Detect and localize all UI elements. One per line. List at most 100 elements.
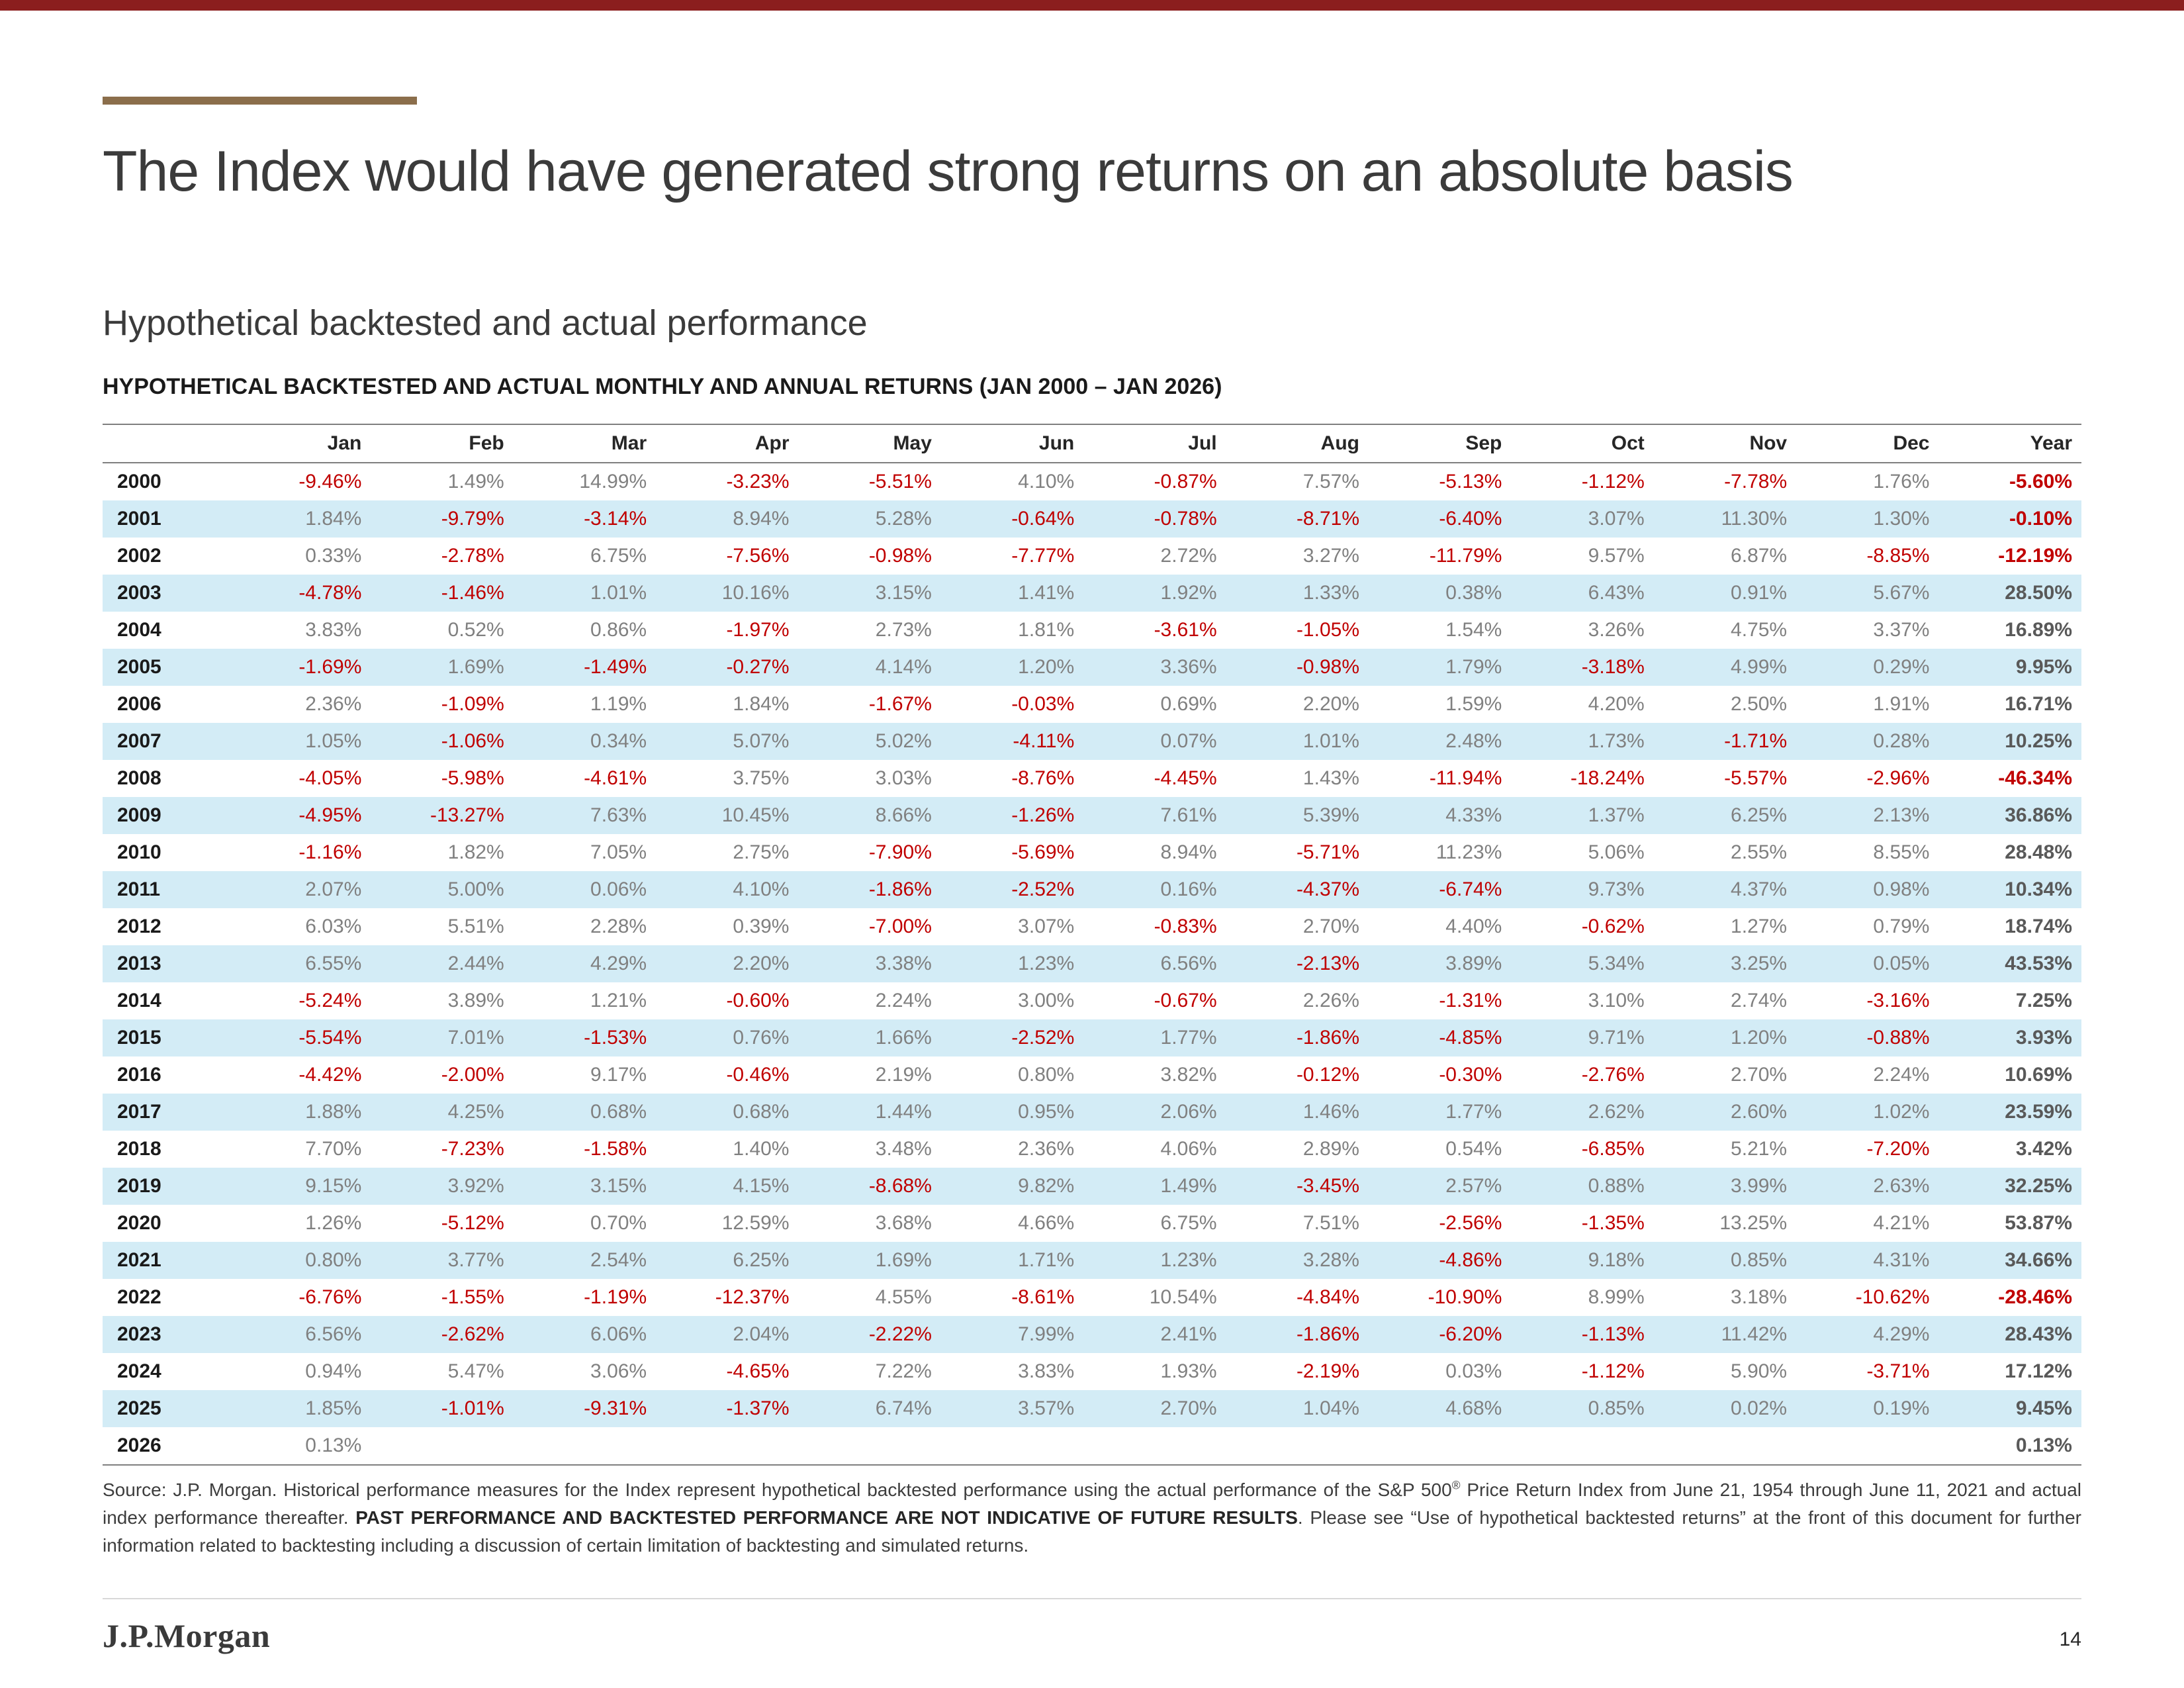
month-return-cell: 9.18% [1588,1249,1645,1271]
month-return-cell: -0.27% [726,656,790,678]
row-year-label: 2015 [117,1027,161,1049]
month-return-cell: -3.16% [1866,990,1930,1011]
month-return-cell: 5.34% [1588,953,1645,974]
month-return-cell: 2.19% [875,1064,932,1086]
month-return-cell: -4.85% [1439,1027,1502,1049]
month-return-cell: 3.77% [447,1249,504,1271]
table-row: 2009 -4.95% -13.27% 7.63% 10.45% 8.66% -1.26% 7… [103,797,2081,834]
month-return-cell: 1.73% [1588,730,1645,752]
month-return-cell: -7.56% [726,545,790,567]
table-row: 2015 -5.54% 7.01% -1.53% 0.76% 1.66% -2.52% 1.7… [103,1019,2081,1056]
month-return-cell: 2.13% [1873,804,1930,826]
column-header-may: May [893,432,932,454]
month-return-cell: 2.73% [875,619,932,641]
month-return-cell: 5.21% [1731,1138,1788,1160]
month-return-cell: 10.45% [721,804,790,826]
month-return-cell: -4.65% [726,1360,790,1382]
month-return-cell: 1.66% [875,1027,932,1049]
table-row: 2013 6.55% 2.44% 4.29% 2.20% 3.38% 1.23% 6.56% -… [103,945,2081,982]
title-accent-bar [103,97,417,105]
month-return-cell: -7.00% [868,915,932,937]
month-return-cell: 8.66% [875,804,932,826]
month-return-cell: 9.82% [1018,1175,1075,1197]
month-return-cell: 6.75% [1160,1212,1217,1234]
month-return-cell: 2.62% [1588,1101,1645,1123]
month-return-cell: 4.68% [1445,1397,1502,1419]
month-return-cell: -0.88% [1866,1027,1930,1049]
month-return-cell: 2.89% [1302,1138,1359,1160]
year-total-cell: 9.45% [2015,1397,2072,1419]
month-return-cell: -7.78% [1724,471,1788,492]
month-return-cell: -1.35% [1581,1212,1645,1234]
month-return-cell: 2.70% [1160,1397,1217,1419]
month-return-cell: 1.71% [1018,1249,1075,1271]
row-year-label: 2007 [117,730,161,752]
month-return-cell: 1.01% [1302,730,1359,752]
month-return-cell [1654,1427,1796,1465]
table-row: 2008 -4.05% -5.98% -4.61% 3.75% 3.03% -8.76% -4… [103,760,2081,797]
month-return-cell: 1.77% [1445,1101,1502,1123]
month-return-cell: -1.53% [584,1027,647,1049]
table-row: 2023 6.56% -2.62% 6.06% 2.04% -2.22% 7.99% 2.41… [103,1316,2081,1353]
month-return-cell: -1.46% [441,582,504,604]
month-return-cell: 0.70% [590,1212,647,1234]
month-return-cell: 4.66% [1018,1212,1075,1234]
month-return-cell: 0.05% [1873,953,1930,974]
month-return-cell: 1.69% [875,1249,932,1271]
month-return-cell: -1.69% [298,656,362,678]
row-year-label: 2026 [117,1434,161,1456]
table-row: 2014 -5.24% 3.89% 1.21% -0.60% 2.24% 3.00% -0.6… [103,982,2081,1019]
month-return-cell: -13.27% [430,804,504,826]
year-total-cell: 34.66% [2005,1249,2072,1271]
month-return-cell: -1.37% [726,1397,790,1419]
month-return-cell: 0.07% [1160,730,1217,752]
month-return-cell: 2.04% [733,1323,790,1345]
month-return-cell: 2.44% [447,953,504,974]
month-return-cell: -5.57% [1724,767,1788,789]
slide-footer: J.P.Morgan 14 [103,1598,2081,1655]
year-total-cell: 16.89% [2005,619,2072,641]
row-year-label: 2006 [117,693,161,715]
month-return-cell: -10.62% [1855,1286,1930,1308]
month-return-cell: -1.55% [441,1286,504,1308]
month-return-cell: -8.61% [1011,1286,1075,1308]
row-year-label: 2024 [117,1360,161,1382]
month-return-cell: 1.23% [1160,1249,1217,1271]
month-return-cell: 2.74% [1731,990,1788,1011]
month-return-cell: 12.59% [721,1212,790,1234]
table-row: 2017 1.88% 4.25% 0.68% 0.68% 1.44% 0.95% 2.06% 1… [103,1094,2081,1131]
footnote-disclaimer-bold: PAST PERFORMANCE AND BACKTESTED PERFORMA… [355,1507,1298,1528]
row-year-label: 2009 [117,804,161,826]
month-return-cell: -0.83% [1154,915,1217,937]
month-return-cell: 2.50% [1731,693,1788,715]
table-row: 2002 0.33% -2.78% 6.75% -7.56% -0.98% -7.77% 2.… [103,538,2081,575]
month-return-cell [1511,1427,1653,1465]
month-return-cell: 11.30% [1721,508,1788,530]
month-return-cell: 10.16% [721,582,790,604]
month-return-cell: -1.86% [1296,1027,1359,1049]
month-return-cell: -6.20% [1439,1323,1502,1345]
month-return-cell: -0.12% [1296,1064,1359,1086]
row-year-label: 2001 [117,508,161,530]
corner-cell [103,424,228,463]
month-return-cell: -2.00% [441,1064,504,1086]
year-total-cell: 18.74% [2005,915,2072,937]
month-return-cell: 2.07% [305,878,362,900]
month-return-cell: 0.91% [1731,582,1788,604]
month-return-cell: 1.02% [1873,1101,1930,1123]
month-return-cell: 1.49% [447,471,504,492]
row-year-label: 2021 [117,1249,161,1271]
month-return-cell: 0.02% [1731,1397,1788,1419]
month-return-cell: -4.95% [298,804,362,826]
month-return-cell: 3.82% [1160,1064,1217,1086]
month-return-cell: -5.13% [1439,471,1502,492]
column-header-jun: Jun [1038,432,1075,454]
row-year-label: 2011 [117,878,161,900]
month-return-cell: 0.03% [1445,1360,1502,1382]
column-header-feb: Feb [469,432,504,454]
month-return-cell: -9.31% [584,1397,647,1419]
month-return-cell: 4.75% [1731,619,1788,641]
month-return-cell: 3.03% [875,767,932,789]
month-return-cell: 1.79% [1445,656,1502,678]
row-year-label: 2008 [117,767,161,789]
